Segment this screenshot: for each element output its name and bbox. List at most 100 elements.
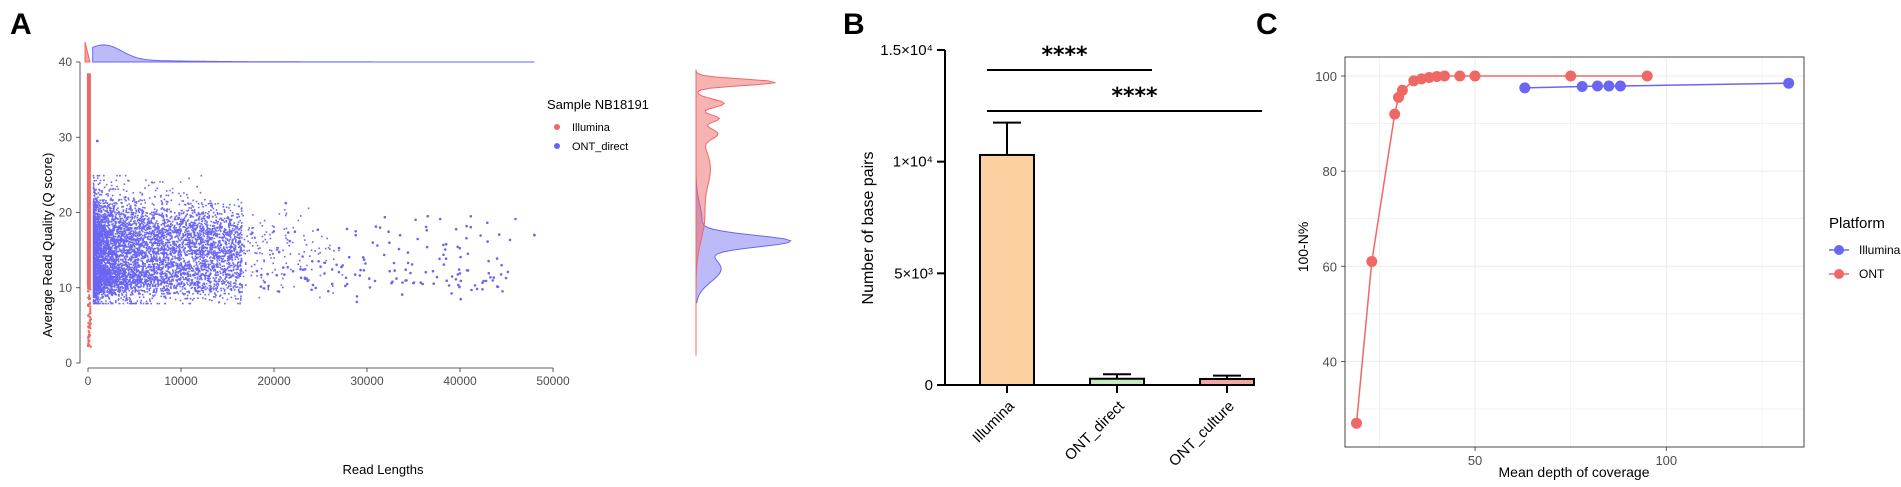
ont-direct-point bbox=[459, 297, 463, 301]
x-tick-label: ONT_culture bbox=[1166, 398, 1238, 470]
plot-border bbox=[1344, 56, 1805, 448]
ont-direct-point bbox=[311, 260, 314, 263]
ont-direct-point bbox=[291, 270, 295, 273]
series-lines bbox=[1355, 75, 1789, 424]
ont-direct-point bbox=[299, 276, 303, 280]
y-tick-label: 60 bbox=[1323, 259, 1337, 274]
ont-direct-point bbox=[508, 238, 512, 242]
ont-direct-point bbox=[362, 258, 366, 262]
legend-label-illumina: Illumina bbox=[572, 122, 611, 134]
legend-swatch-illumina bbox=[1834, 245, 1844, 255]
point-ont bbox=[1469, 70, 1481, 82]
y-tick-label: 5×10³ bbox=[894, 265, 933, 282]
ont-direct-point bbox=[504, 276, 508, 280]
illumina-point bbox=[89, 310, 92, 313]
ont-direct-point bbox=[255, 269, 259, 273]
ont-direct-point bbox=[286, 266, 290, 269]
legend-label-illumina: Illumina bbox=[1859, 243, 1901, 257]
ont-direct-point bbox=[456, 273, 460, 276]
ont-direct-point bbox=[424, 270, 428, 274]
ont-direct-point bbox=[305, 277, 309, 281]
y-tick-label: 0 bbox=[65, 356, 72, 370]
ont-direct-point bbox=[457, 283, 460, 287]
ont-direct-point bbox=[445, 279, 449, 283]
x-tick-label: Illumina bbox=[969, 397, 1018, 446]
right-density-illumina bbox=[695, 69, 776, 356]
line-ont bbox=[1355, 75, 1648, 424]
ont-direct-point bbox=[354, 230, 358, 233]
x-tick-label: 20000 bbox=[257, 374, 291, 388]
ont-direct-point bbox=[458, 272, 462, 275]
point-ont bbox=[1565, 70, 1577, 82]
illumina-point bbox=[88, 302, 92, 306]
ont-direct-point bbox=[275, 273, 279, 277]
ont-direct-point bbox=[303, 268, 307, 271]
ont-direct-point bbox=[406, 261, 410, 265]
ont-direct-point bbox=[395, 277, 398, 280]
significance-label: **** bbox=[1111, 84, 1158, 109]
y-tick-label: 40 bbox=[59, 55, 73, 69]
ont-direct-point bbox=[303, 277, 307, 281]
illumina-point bbox=[86, 344, 90, 348]
ont-direct-point bbox=[438, 257, 441, 261]
ont-direct-point bbox=[397, 247, 401, 251]
y-tick-label: 40 bbox=[1323, 354, 1337, 369]
illumina-point bbox=[86, 290, 90, 293]
illumina-point bbox=[87, 339, 90, 342]
ont-direct-point bbox=[362, 269, 366, 272]
ont-direct-point bbox=[301, 255, 304, 258]
bar-ont_culture bbox=[1199, 377, 1255, 387]
y-tick-label: 10 bbox=[59, 281, 73, 295]
point-illumina bbox=[1576, 81, 1588, 92]
ont-direct-point bbox=[454, 227, 458, 231]
illumina-point bbox=[89, 345, 92, 348]
ont-direct-point bbox=[442, 253, 445, 257]
x-tick-label: 100 bbox=[1655, 453, 1677, 468]
ont-direct-point bbox=[487, 271, 491, 275]
ont-direct-point bbox=[354, 233, 358, 237]
ont-direct-point bbox=[259, 285, 263, 288]
significance-label: **** bbox=[1041, 43, 1088, 68]
scatter-points bbox=[86, 73, 536, 348]
ont-direct-point bbox=[355, 300, 359, 304]
ont-direct-point bbox=[444, 242, 448, 246]
ont-direct-point bbox=[416, 237, 420, 241]
point-ont bbox=[1439, 70, 1450, 82]
ont-direct-point bbox=[337, 246, 341, 250]
legend: Sample NB18191 Illumina ONT_direct bbox=[547, 97, 649, 153]
gridlines bbox=[1345, 57, 1804, 447]
ont-direct-point bbox=[499, 273, 503, 276]
y-tick-label: 100 bbox=[1315, 69, 1337, 84]
illumina-point bbox=[88, 312, 91, 315]
ont-direct-point bbox=[475, 287, 479, 291]
ont-direct-point bbox=[443, 248, 447, 251]
y-tick-label: 0 bbox=[925, 377, 933, 394]
x-tick-label: 30000 bbox=[350, 374, 384, 388]
panel-a-axes: 0 10000 20000 30000 40000 50000 0 10 20 30 40 bbox=[59, 55, 570, 388]
ont-direct-point bbox=[457, 268, 461, 271]
ont-direct-point bbox=[337, 270, 341, 274]
legend-title: Platform bbox=[1829, 215, 1885, 232]
ont-direct-points bbox=[92, 174, 344, 305]
ont-direct-point bbox=[367, 277, 371, 280]
ont-direct-point bbox=[311, 283, 315, 287]
ont-direct-point bbox=[263, 281, 267, 284]
legend: Platform Illumina ONT bbox=[1829, 215, 1901, 281]
ont-direct-point bbox=[487, 259, 490, 263]
legend-title: Sample NB18191 bbox=[547, 97, 649, 112]
legend-label-ont-direct: ONT_direct bbox=[572, 141, 628, 153]
x-axis-title: Read Lengths bbox=[343, 462, 424, 477]
ont-direct-point bbox=[400, 293, 404, 296]
ont-direct-point bbox=[514, 217, 517, 221]
ont-direct-point bbox=[355, 295, 359, 298]
ont-direct-point bbox=[371, 241, 375, 244]
point-illumina bbox=[1783, 77, 1795, 89]
ont-direct-point bbox=[492, 276, 496, 279]
x-tick-label: ONT_direct bbox=[1062, 397, 1129, 464]
ont-direct-point bbox=[501, 290, 504, 293]
legend-label-ont: ONT bbox=[1859, 267, 1885, 281]
significance-brackets: **** **** bbox=[987, 43, 1262, 112]
bars bbox=[979, 121, 1255, 387]
ont-direct-point bbox=[330, 282, 334, 286]
ont-direct-point bbox=[412, 281, 415, 285]
